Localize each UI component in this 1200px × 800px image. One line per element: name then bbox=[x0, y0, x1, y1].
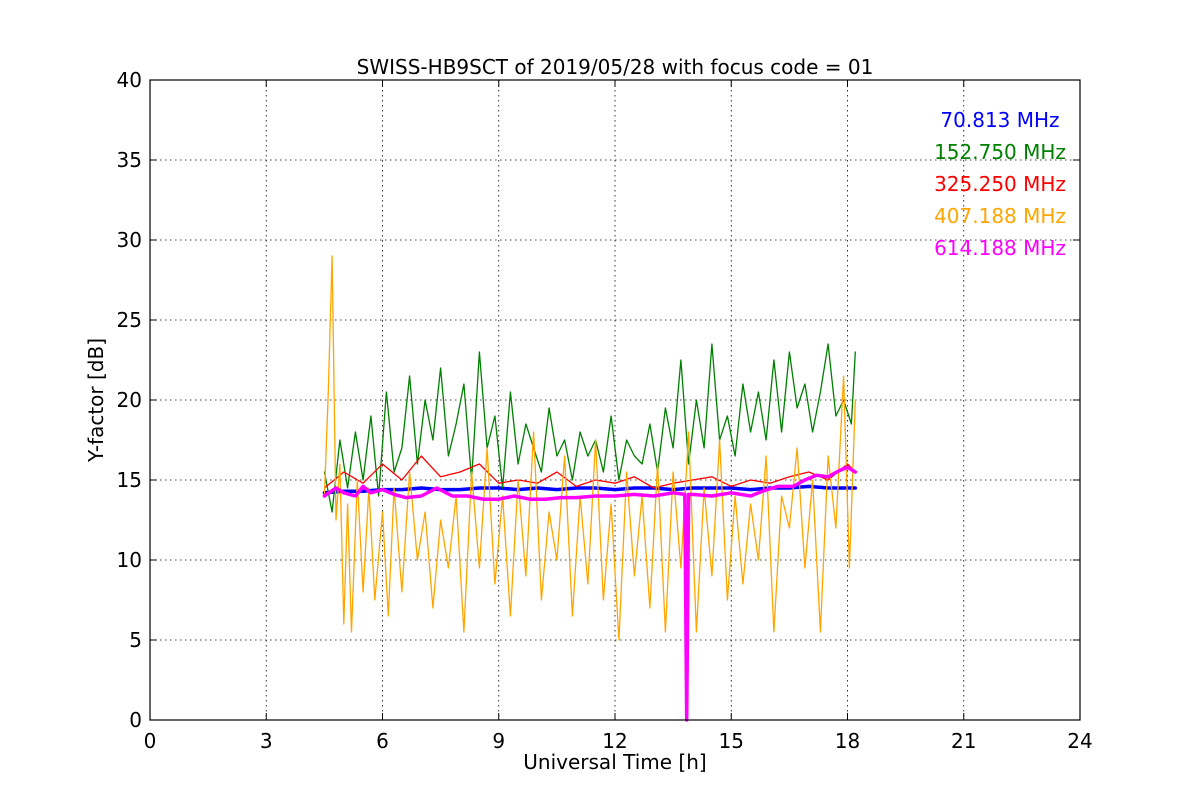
y-tick-label: 35 bbox=[117, 148, 142, 172]
x-tick-label: 3 bbox=[260, 729, 273, 753]
legend-entry: 614.188 MHz bbox=[934, 236, 1066, 260]
y-tick-label: 30 bbox=[117, 228, 142, 252]
axis-ticks: 0 3 6 9 12 15 18 21 24 0 5 10 15 20 25 30 35 40 bbox=[117, 68, 1093, 753]
series-line bbox=[323, 455, 856, 489]
x-tick-label: 0 bbox=[144, 729, 157, 753]
y-axis-label: Y-factor [dB] bbox=[84, 338, 108, 463]
series-line bbox=[323, 343, 856, 513]
x-tick-label: 24 bbox=[1067, 729, 1092, 753]
x-tick-label: 15 bbox=[719, 729, 744, 753]
series-lines bbox=[322, 255, 858, 722]
legend-entry: 325.250 MHz bbox=[934, 172, 1066, 196]
x-tick-label: 12 bbox=[602, 729, 627, 753]
legend-entry: 70.813 MHz bbox=[940, 108, 1059, 132]
legend-entry: 407.188 MHz bbox=[934, 204, 1066, 228]
legend: 70.813 MHz 152.750 MHz 325.250 MHz 407.188 … bbox=[934, 108, 1066, 260]
y-tick-label: 25 bbox=[117, 308, 142, 332]
grid-lines bbox=[150, 80, 1080, 720]
y-tick-label: 10 bbox=[117, 548, 142, 572]
y-tick-label: 40 bbox=[117, 68, 142, 92]
y-tick-label: 5 bbox=[129, 628, 142, 652]
y-tick-label: 15 bbox=[117, 468, 142, 492]
x-tick-label: 9 bbox=[492, 729, 505, 753]
x-tick-label: 18 bbox=[835, 729, 860, 753]
x-axis-label: Universal Time [h] bbox=[523, 750, 706, 774]
y-tick-label: 0 bbox=[129, 708, 142, 732]
x-tick-label: 21 bbox=[951, 729, 976, 753]
y-tick-label: 20 bbox=[117, 388, 142, 412]
x-tick-label: 6 bbox=[376, 729, 389, 753]
series-line bbox=[322, 465, 858, 722]
chart-title: SWISS-HB9SCT of 2019/05/28 with focus co… bbox=[357, 55, 874, 79]
legend-entry: 152.750 MHz bbox=[934, 140, 1066, 164]
